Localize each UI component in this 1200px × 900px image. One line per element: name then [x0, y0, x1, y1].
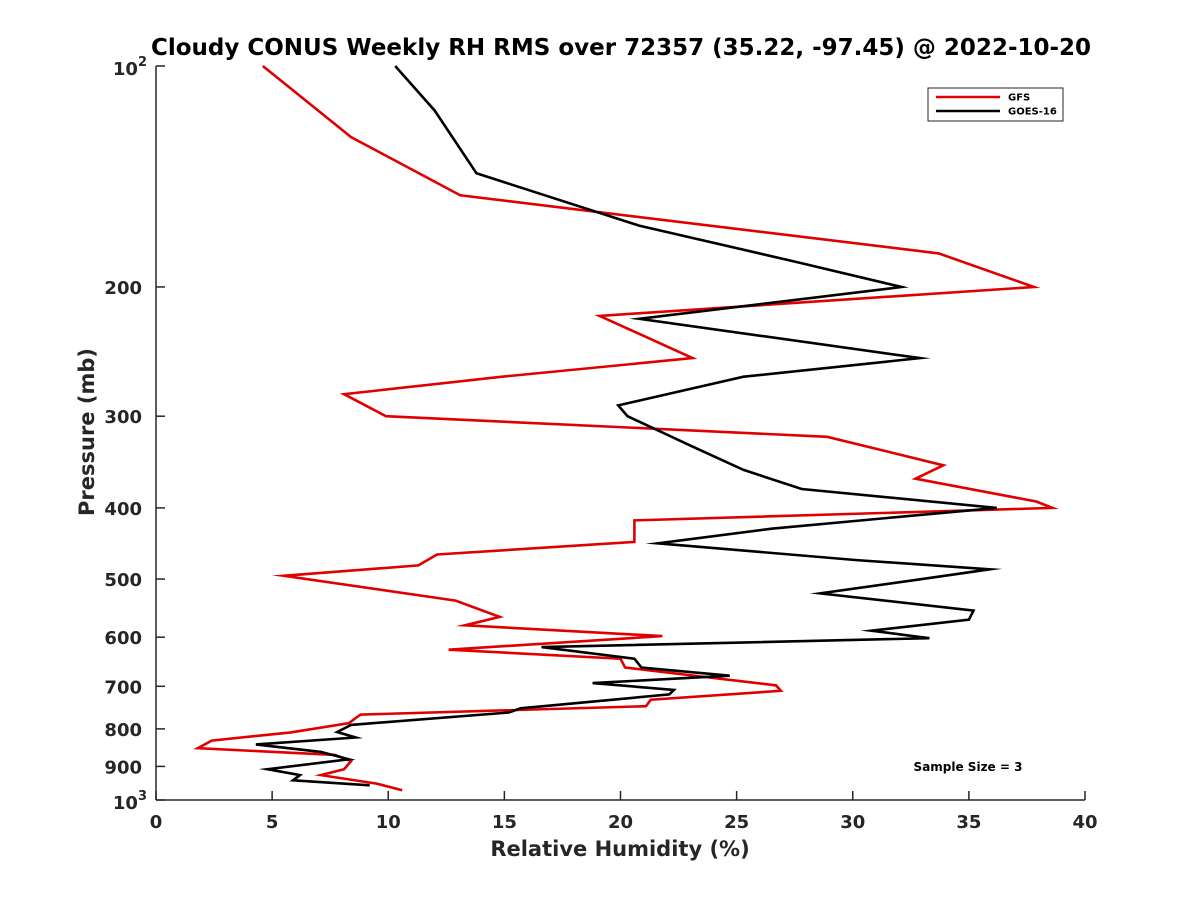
legend-entry-label: GOES-16	[1008, 107, 1057, 118]
series-lines	[193, 64, 1059, 792]
x-tick-label: 5	[266, 812, 279, 833]
y-tick-label: 500	[104, 570, 142, 591]
y-tick-label: 200	[104, 278, 142, 299]
x-tick-label: 35	[956, 812, 981, 833]
y-tick-label: 103	[113, 789, 147, 814]
sample-size-annotation: Sample Size = 3	[914, 760, 1023, 774]
x-tick-label: 40	[1072, 812, 1097, 833]
chart-title: Cloudy CONUS Weekly RH RMS over 72357 (3…	[151, 35, 1091, 61]
x-tick-label: 10	[376, 812, 401, 833]
x-tick-label: 0	[150, 812, 163, 833]
legend: GFS GOES-16	[927, 87, 1064, 122]
y-tick-label: 300	[104, 407, 142, 428]
y-tick-label: 700	[104, 677, 142, 698]
legend-box	[927, 87, 1064, 122]
y-tick-label: 900	[104, 757, 142, 778]
y-tick-label: 800	[104, 720, 142, 741]
series-line-gfs	[193, 64, 1059, 792]
x-tick-label: 25	[724, 812, 749, 833]
y-tick-label: 102	[113, 55, 147, 80]
x-tick-label: 15	[492, 812, 517, 833]
series-line-goes-16	[255, 65, 1003, 787]
x-tick-label: 30	[840, 812, 865, 833]
x-axis-label: Relative Humidity (%)	[490, 837, 749, 861]
y-tick-label: 600	[104, 628, 142, 649]
legend-entry-label: GFS	[1008, 93, 1030, 104]
y-tick-label: 400	[104, 499, 142, 520]
y-axis-label: Pressure (mb)	[75, 348, 99, 516]
x-tick-label: 20	[608, 812, 633, 833]
plot-axes: 0 5 10 15 20 25 30 35 40 102 200 300 400 500 600 700 800…	[104, 55, 1097, 833]
